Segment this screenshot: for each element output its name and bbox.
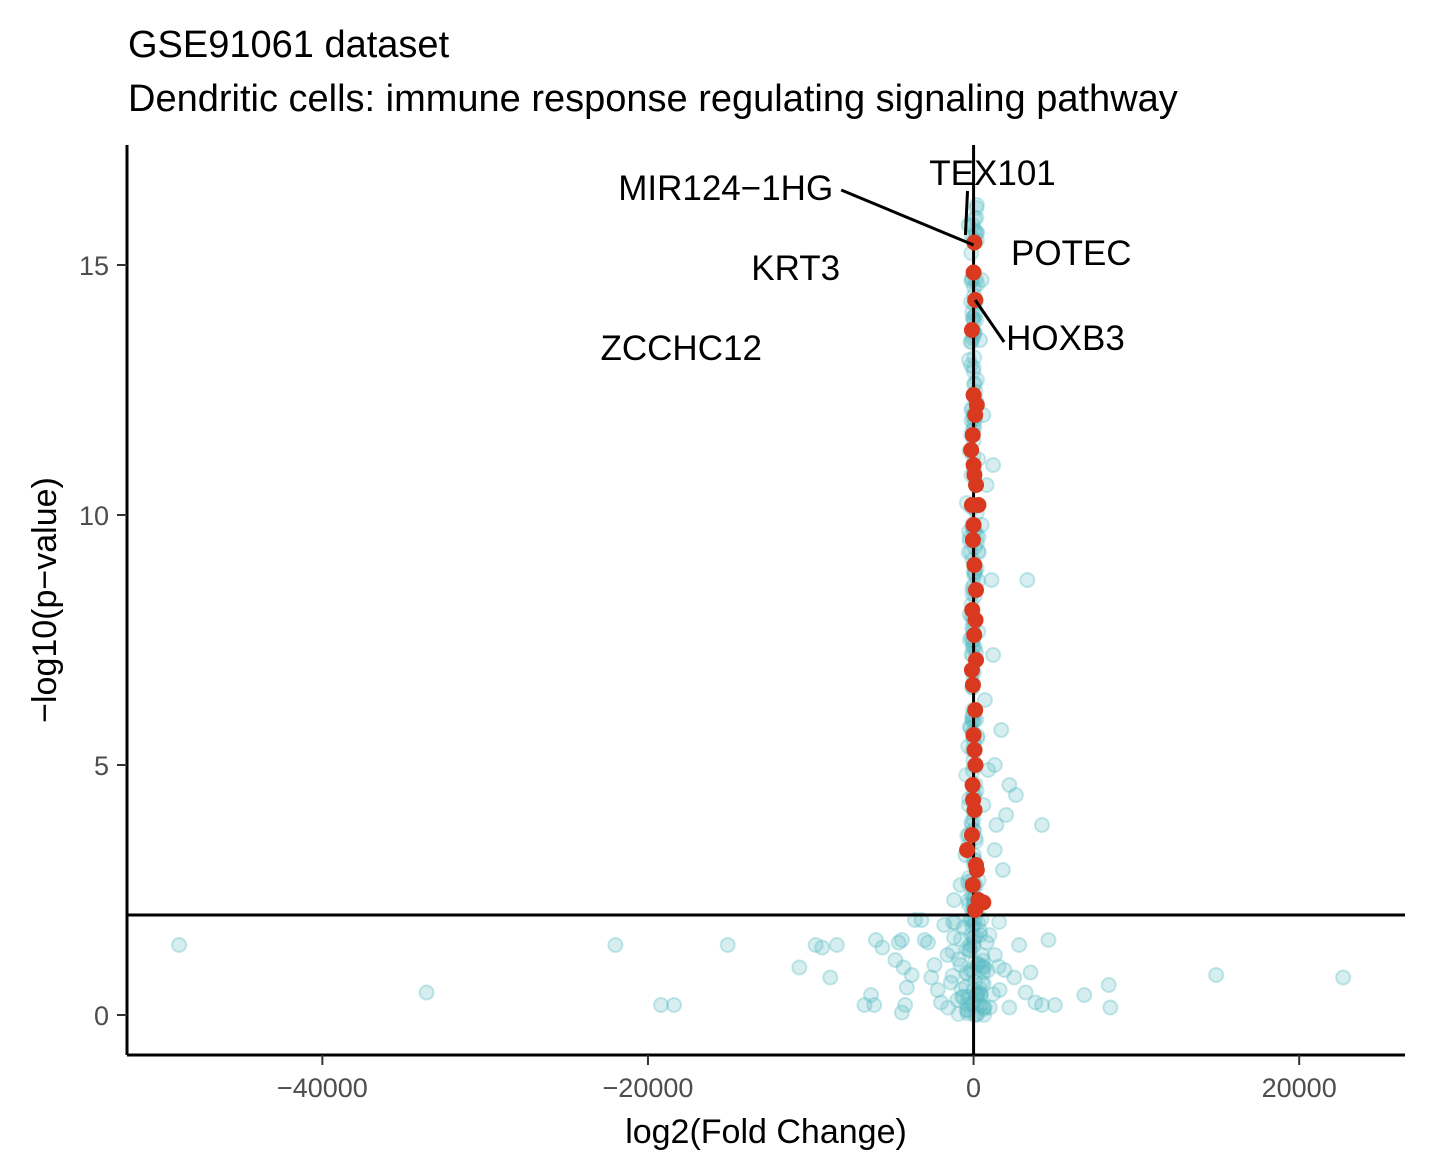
gene-point: [921, 936, 935, 950]
pathway-gene-point: [966, 265, 982, 281]
gene-point: [960, 942, 974, 956]
gene-point: [608, 938, 622, 952]
pathway-gene-point: [959, 842, 975, 858]
gene-point: [1024, 966, 1038, 980]
pathway-gene-point: [964, 322, 980, 338]
gene-point: [1102, 978, 1116, 992]
gene-point: [992, 959, 1006, 973]
gene-point: [900, 981, 914, 995]
gene-point: [977, 1008, 991, 1022]
gene-point: [895, 1006, 909, 1020]
gene-point: [986, 648, 1000, 662]
pathway-gene-point: [965, 792, 981, 808]
pathway-gene-point: [964, 827, 980, 843]
pathway-gene-point: [968, 857, 984, 873]
gene-point: [992, 915, 1006, 929]
y-tick-label: 5: [94, 751, 109, 781]
x-tick-label: 20000: [1262, 1073, 1337, 1103]
pathway-gene-point: [968, 582, 984, 598]
x-axis-title: log2(Fold Change): [625, 1113, 907, 1151]
gene-point: [667, 998, 681, 1012]
gene-point: [970, 201, 984, 215]
gene-point: [988, 843, 1002, 857]
label-leader-line: [841, 190, 973, 245]
pathway-gene-point: [963, 442, 979, 458]
pathway-gene-point: [968, 757, 984, 773]
gene-point: [964, 928, 978, 942]
gene-point: [970, 988, 984, 1002]
gene-label: HOXB3: [1006, 319, 1125, 358]
gene-point: [1336, 971, 1350, 985]
pathway-gene-point: [965, 677, 981, 693]
pathway-gene-point: [967, 742, 983, 758]
y-tick-label: 10: [79, 501, 109, 531]
y-axis-title: −log10(p−value): [26, 477, 64, 723]
pathway-gene-point: [970, 497, 986, 513]
gene-point: [1009, 788, 1023, 802]
gene-point: [1077, 988, 1091, 1002]
gene-label: MIR124−1HG: [618, 169, 833, 208]
pathway-gene-point: [966, 557, 982, 573]
pathway-gene-point: [966, 467, 982, 483]
gene-point: [996, 863, 1010, 877]
gene-point: [1007, 971, 1021, 985]
gene-point: [420, 986, 434, 1000]
pathway-gene-point: [965, 777, 981, 793]
gene-point: [815, 941, 829, 955]
gene-point: [830, 938, 844, 952]
pathway-gene-point: [965, 427, 981, 443]
gene-point: [792, 961, 806, 975]
gene-point: [1103, 1001, 1117, 1015]
pathway-gene-point: [965, 877, 981, 893]
gene-point: [1209, 968, 1223, 982]
label-leader-line: [965, 191, 967, 235]
gene-point: [948, 916, 962, 930]
gene-label: KRT3: [751, 249, 840, 288]
gene-point: [941, 1001, 955, 1015]
x-tick-label: −20000: [603, 1073, 694, 1103]
gene-point: [988, 758, 1002, 772]
gene-point: [955, 982, 969, 996]
gene-label: POTEC: [1011, 234, 1132, 273]
x-tick-label: 0: [966, 1073, 981, 1103]
pathway-gene-point: [967, 702, 983, 718]
pathway-gene-point: [968, 612, 984, 628]
gene-point: [1012, 938, 1026, 952]
gene-point: [654, 998, 668, 1012]
gene-point: [928, 958, 942, 972]
gene-point: [984, 573, 998, 587]
gene-point: [823, 971, 837, 985]
gene-point: [1035, 818, 1049, 832]
pathway-gene-point: [966, 727, 982, 743]
gene-point: [1041, 933, 1055, 947]
y-tick-label: 0: [94, 1001, 109, 1031]
gene-point: [721, 938, 735, 952]
pathway-gene-point: [966, 627, 982, 643]
gene-point: [1020, 573, 1034, 587]
pathway-gene-point: [966, 517, 982, 533]
gene-point: [1035, 998, 1049, 1012]
pathway-gene-point: [964, 662, 980, 678]
gene-point: [867, 998, 881, 1012]
pathway-gene-point: [969, 397, 985, 413]
pathway-gene-point: [965, 532, 981, 548]
gene-point: [994, 723, 1008, 737]
gene-point: [875, 941, 889, 955]
gene-point: [1048, 998, 1062, 1012]
gene-point: [1002, 1001, 1016, 1015]
gene-point: [172, 938, 186, 952]
gene-point: [945, 969, 959, 983]
gene-label: ZCCHC12: [601, 329, 762, 368]
y-tick-label: 15: [79, 251, 109, 281]
gene-point: [986, 458, 1000, 472]
gene-point: [895, 933, 909, 947]
gene-point: [999, 808, 1013, 822]
gene-point: [947, 893, 961, 907]
x-tick-label: −40000: [277, 1073, 368, 1103]
gene-label: TEX101: [929, 154, 1055, 193]
pathway-gene-point: [967, 902, 983, 918]
